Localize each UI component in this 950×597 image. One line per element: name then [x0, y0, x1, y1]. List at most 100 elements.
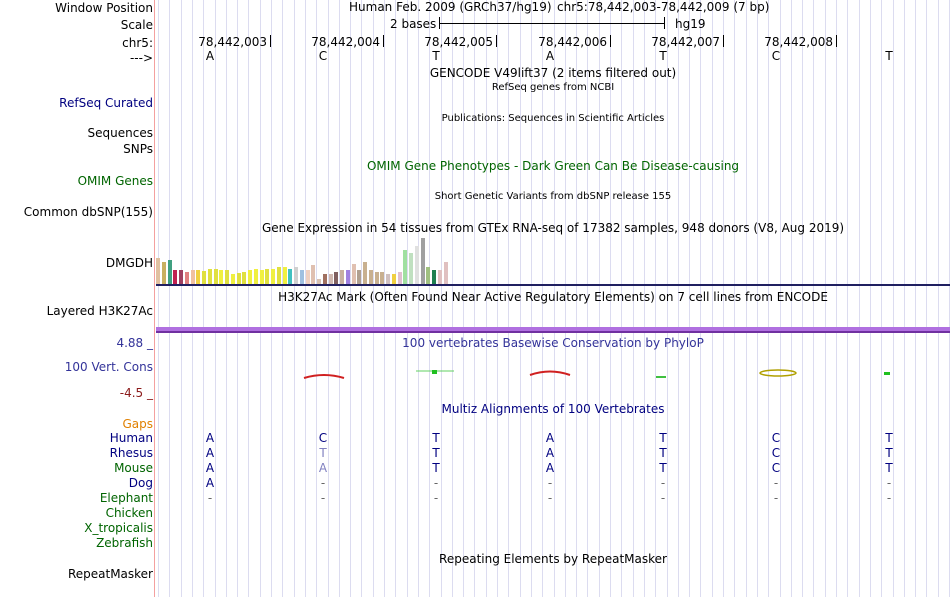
alignment-base: -	[547, 476, 553, 490]
grid-line	[327, 0, 329, 597]
h3k27-label[interactable]: Layered H3K27Ac	[46, 304, 153, 318]
gtex-tissue-bar[interactable]	[391, 274, 396, 284]
gtex-tissue-bar[interactable]	[184, 272, 189, 284]
gtex-tissue-bar[interactable]	[437, 270, 442, 284]
gtex-tissue-bar[interactable]	[311, 265, 316, 284]
gtex-title: Gene Expression in 54 tissues from GTEx …	[261, 221, 845, 235]
grid-line	[271, 0, 272, 597]
repeatmasker-label[interactable]: RepeatMasker	[67, 567, 153, 581]
gtex-tissue-bar[interactable]	[190, 270, 195, 284]
gtex-tissue-bar[interactable]	[253, 269, 258, 284]
gtex-tissue-bar[interactable]	[403, 250, 408, 284]
base-letter: C	[318, 49, 328, 63]
gtex-tissue-bar[interactable]	[213, 269, 218, 284]
gtex-tissue-bar[interactable]	[328, 274, 333, 284]
gtex-bar-chart[interactable]	[156, 236, 950, 284]
gtex-tissue-bar[interactable]	[386, 274, 390, 284]
alignment-base: -	[660, 491, 666, 505]
coord-label: 78,442,008	[764, 35, 833, 49]
grid-line	[790, 0, 792, 597]
gtex-tissue-bar[interactable]	[432, 270, 436, 284]
base-letter: T	[885, 49, 893, 63]
coord-label: 78,442,007	[651, 35, 720, 49]
grid-line	[384, 0, 385, 597]
phylop-mark-a	[529, 370, 571, 376]
gtex-tissue-bar[interactable]	[363, 262, 367, 284]
gtex-tissue-bar[interactable]	[351, 264, 356, 284]
gtex-tissue-bar[interactable]	[271, 269, 275, 284]
sequences-label[interactable]: Sequences	[87, 126, 153, 140]
gtex-tissue-bar[interactable]	[322, 274, 327, 284]
gtex-tissue-bar[interactable]	[167, 260, 172, 284]
gtex-tissue-bar[interactable]	[156, 258, 160, 284]
gtex-tissue-bar[interactable]	[443, 262, 448, 284]
publications-title: Publications: Sequences in Scientific Ar…	[441, 113, 665, 124]
gtex-tissue-bar[interactable]	[340, 270, 344, 284]
species-label[interactable]: Elephant	[99, 491, 153, 505]
position-text[interactable]: chr5:78,442,003-78,442,009 (7 bp)	[557, 0, 770, 14]
omim-label[interactable]: OMIM Genes	[77, 174, 153, 188]
gtex-tissue-bar[interactable]	[299, 270, 304, 284]
gtex-tissue-bar[interactable]	[305, 270, 310, 284]
gtex-tissue-bar[interactable]	[179, 270, 183, 284]
gtex-tissue-bar[interactable]	[294, 267, 298, 284]
gtex-tissue-bar[interactable]	[380, 272, 385, 284]
gtex-tissue-bar[interactable]	[219, 270, 224, 284]
gtex-tissue-bar[interactable]	[259, 270, 264, 284]
species-label[interactable]: Human	[109, 431, 153, 445]
gtex-tissue-bar[interactable]	[345, 270, 350, 284]
gtex-tissue-bar[interactable]	[397, 272, 402, 284]
gtex-tissue-bar[interactable]	[374, 272, 379, 284]
gtex-tissue-bar[interactable]	[288, 269, 293, 284]
gencode-track-title[interactable]: GENCODE V49lift37 (2 items filtered out)	[429, 66, 677, 80]
gtex-tissue-bar[interactable]	[409, 253, 413, 284]
grid-line	[745, 0, 747, 597]
phylop-title: 100 vertebrates Basewise Conservation by…	[402, 336, 704, 350]
species-label[interactable]: Mouse	[114, 461, 153, 475]
species-label[interactable]: Rhesus	[109, 446, 153, 460]
gtex-tissue-bar[interactable]	[282, 267, 287, 284]
gtex-tissue-bar[interactable]	[357, 270, 362, 284]
grid-line	[655, 0, 657, 597]
gtex-tissue-bar[interactable]	[420, 238, 425, 284]
gtex-tissue-bar[interactable]	[161, 262, 166, 284]
gtex-tissue-bar[interactable]	[414, 246, 419, 284]
gtex-tissue-bar[interactable]	[276, 267, 281, 284]
grid-line	[395, 0, 397, 597]
strand-label[interactable]: --->	[129, 51, 153, 65]
species-label[interactable]: Zebrafish	[96, 536, 153, 550]
grid-line	[282, 0, 284, 597]
window-position-label: Window Position	[55, 1, 153, 15]
gtex-tissue-bar[interactable]	[242, 272, 247, 284]
gaps-label[interactable]: Gaps	[122, 417, 153, 431]
dbsnp-label[interactable]: Common dbSNP(155)	[23, 205, 153, 219]
grid-line	[903, 0, 905, 597]
grid-line	[869, 0, 871, 597]
species-label[interactable]: Chicken	[105, 506, 153, 520]
grid-line	[169, 0, 171, 597]
species-label[interactable]: X_tropicalis	[84, 521, 153, 535]
gtex-tissue-bar[interactable]	[334, 272, 339, 284]
phylop-label[interactable]: 100 Vert. Cons	[64, 360, 153, 374]
alignment-base: A	[545, 431, 555, 445]
species-label[interactable]: Dog	[128, 476, 153, 490]
gtex-gene-label[interactable]: DMGDH	[105, 256, 153, 270]
gtex-tissue-bar[interactable]	[196, 270, 201, 284]
gtex-tissue-bar[interactable]	[248, 270, 252, 284]
gtex-tissue-bar[interactable]	[236, 273, 241, 284]
gtex-tissue-bar[interactable]	[317, 279, 321, 284]
snps-label[interactable]: SNPs	[123, 142, 153, 156]
gtex-tissue-bar[interactable]	[426, 267, 431, 284]
gtex-tissue-bar[interactable]	[202, 271, 206, 284]
gtex-tissue-bar[interactable]	[368, 270, 373, 284]
alignment-base: -	[433, 491, 439, 505]
gtex-tissue-bar[interactable]	[225, 270, 229, 284]
gtex-tissue-bar[interactable]	[173, 270, 178, 284]
base-letter: A	[205, 49, 215, 63]
grid-line	[542, 0, 544, 597]
refseq-label[interactable]: RefSeq Curated	[59, 96, 153, 110]
gtex-tissue-bar[interactable]	[207, 269, 212, 284]
grid-line	[508, 0, 510, 597]
gtex-tissue-bar[interactable]	[265, 269, 270, 284]
gtex-tissue-bar[interactable]	[230, 274, 235, 284]
